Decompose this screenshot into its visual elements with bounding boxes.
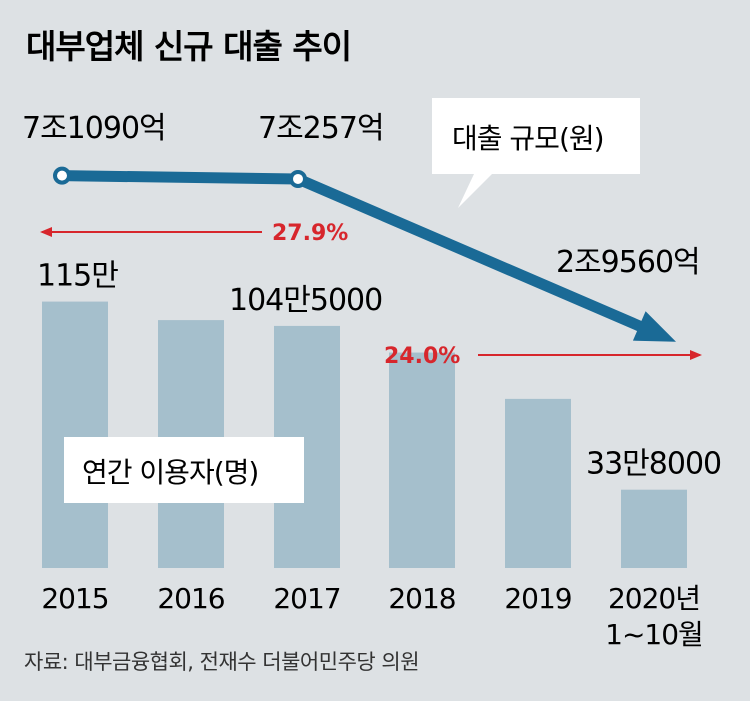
x-tick-label: 2019 <box>504 582 571 615</box>
pct-arrow-left: 27.9% <box>40 221 348 246</box>
bar-value-label: 115만 <box>37 259 118 294</box>
line-arrowhead <box>632 311 676 342</box>
line-point <box>53 166 71 185</box>
line-labels-layer: 7조1090억 7조257억 2조9560억 <box>22 111 701 280</box>
line-series-callout: 대출 규모(원) <box>432 98 640 208</box>
x-tick-label: 2020년 <box>608 582 700 615</box>
line-series-callout-box <box>432 98 640 208</box>
x-tick-label: 2016 <box>157 582 224 615</box>
bar-value-label: 104만5000 <box>229 283 382 318</box>
bar-2020년 <box>621 489 687 568</box>
bar-2015 <box>42 301 108 568</box>
x-tick-label: 1~10월 <box>605 618 703 651</box>
chart-source: 자료: 대부금융협회, 전재수 더불어민주당 의원 <box>24 650 419 674</box>
line-value-label: 7조1090억 <box>22 111 166 146</box>
line-layer <box>53 166 676 342</box>
pct-arrow-right: 24.0% <box>384 344 702 369</box>
pct-label-left: 27.9% <box>272 221 348 246</box>
line-series-name: 대출 규모(원) <box>452 122 604 155</box>
x-tick-label: 2015 <box>41 582 108 615</box>
bar-series-callout: 연간 이용자(명) <box>64 437 304 503</box>
bar-2018 <box>389 352 455 568</box>
x-tick-label: 2018 <box>388 582 455 615</box>
bar-value-label: 33만8000 <box>586 447 721 482</box>
bar-series-callout-box <box>64 437 304 503</box>
line-point <box>289 169 307 188</box>
line-value-label: 7조257억 <box>258 111 384 146</box>
bar-labels-layer: 115만 104만5000 33만8000 <box>37 259 722 482</box>
pct-label-right: 24.0% <box>384 344 460 369</box>
x-tick-label: 2017 <box>273 582 340 615</box>
bar-2019 <box>505 398 571 568</box>
chart-title: 대부업체 신규 대출 추이 <box>26 27 351 66</box>
bar-series-name: 연간 이용자(명) <box>82 456 258 489</box>
line-value-label: 2조9560억 <box>556 245 700 280</box>
bars-layer <box>42 301 687 568</box>
